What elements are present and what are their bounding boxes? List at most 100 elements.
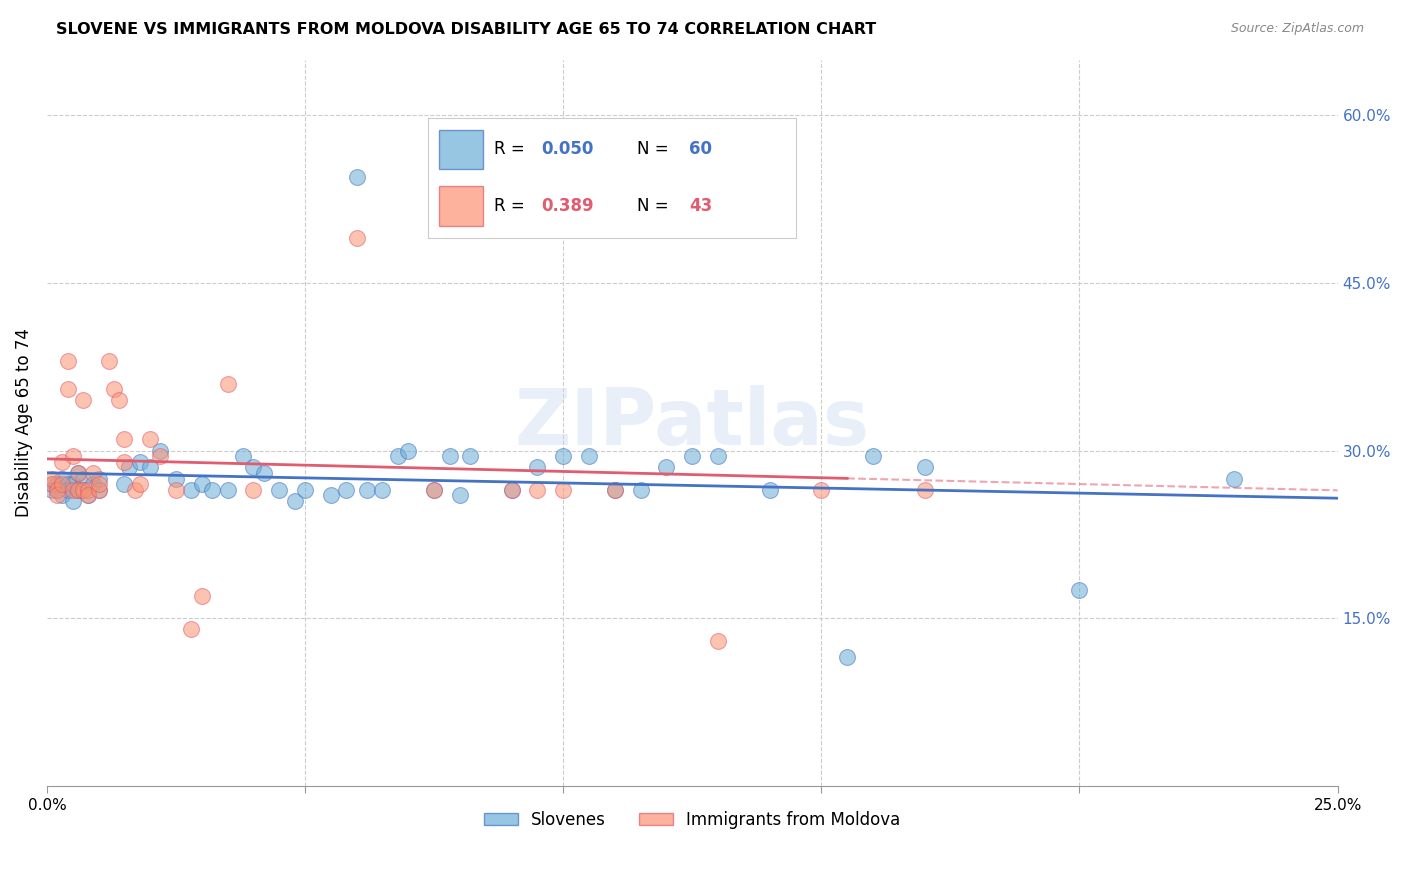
Point [578,220,600,235]
Point [62,477,84,491]
Point [51,455,73,469]
Point [66,483,89,497]
Point [41,483,63,497]
Point [72,483,94,497]
Point [51,488,73,502]
Point [655,460,678,475]
Point [82,477,104,491]
Point [124,483,146,497]
Point [553,449,575,463]
Legend: Slovenes, Immigrants from Moldova: Slovenes, Immigrants from Moldova [478,805,907,836]
Point [837,650,859,665]
Point [603,483,626,497]
Point [51,471,73,485]
Point [191,589,214,603]
Point [56,382,79,396]
Point [526,460,548,475]
Point [72,471,94,485]
Point [128,455,150,469]
Point [346,169,368,184]
Point [56,477,79,491]
Point [139,460,162,475]
Point [862,449,884,463]
Point [128,477,150,491]
Point [217,483,239,497]
Point [758,483,780,497]
Point [77,488,100,502]
Point [87,477,110,491]
Point [118,460,141,475]
Point [103,382,125,396]
Point [371,483,394,497]
Point [56,354,79,368]
Point [165,471,187,485]
Point [66,466,89,480]
Point [87,483,110,497]
Point [707,449,730,463]
Point [914,460,936,475]
Point [387,449,409,463]
Point [423,483,446,497]
Point [87,483,110,497]
Point [180,623,202,637]
Point [82,466,104,480]
Point [165,483,187,497]
Point [449,488,471,502]
Point [242,483,264,497]
Point [149,449,172,463]
Point [458,449,481,463]
Point [423,483,446,497]
Point [232,449,254,463]
Point [62,449,84,463]
Point [294,483,316,497]
Point [284,494,307,508]
Point [603,483,626,497]
Point [335,483,357,497]
Point [526,483,548,497]
Point [108,393,131,408]
Point [51,477,73,491]
Point [201,483,224,497]
Point [501,483,523,497]
Point [681,449,703,463]
Point [139,433,162,447]
Point [66,483,89,497]
Point [41,471,63,485]
Point [439,449,461,463]
Point [356,483,378,497]
Point [46,477,69,491]
Point [396,443,419,458]
Point [914,483,936,497]
Y-axis label: Disability Age 65 to 74: Disability Age 65 to 74 [15,328,32,517]
Point [707,633,730,648]
Point [112,477,135,491]
Point [149,443,172,458]
Point [501,483,523,497]
Text: SLOVENE VS IMMIGRANTS FROM MOLDOVA DISABILITY AGE 65 TO 74 CORRELATION CHART: SLOVENE VS IMMIGRANTS FROM MOLDOVA DISAB… [56,22,876,37]
Point [46,488,69,502]
Point [112,455,135,469]
Point [97,354,120,368]
Point [87,471,110,485]
Point [269,483,291,497]
Point [630,483,652,497]
Point [578,449,600,463]
Point [319,488,342,502]
Point [62,483,84,497]
Point [180,483,202,497]
Point [112,433,135,447]
Point [1069,583,1091,598]
Point [41,477,63,491]
Point [66,466,89,480]
Point [72,483,94,497]
Point [46,483,69,497]
Text: Source: ZipAtlas.com: Source: ZipAtlas.com [1230,22,1364,36]
Point [253,466,276,480]
Point [41,477,63,491]
Point [810,483,832,497]
Point [46,483,69,497]
Point [72,393,94,408]
Point [217,376,239,391]
Point [242,460,264,475]
Point [77,488,100,502]
